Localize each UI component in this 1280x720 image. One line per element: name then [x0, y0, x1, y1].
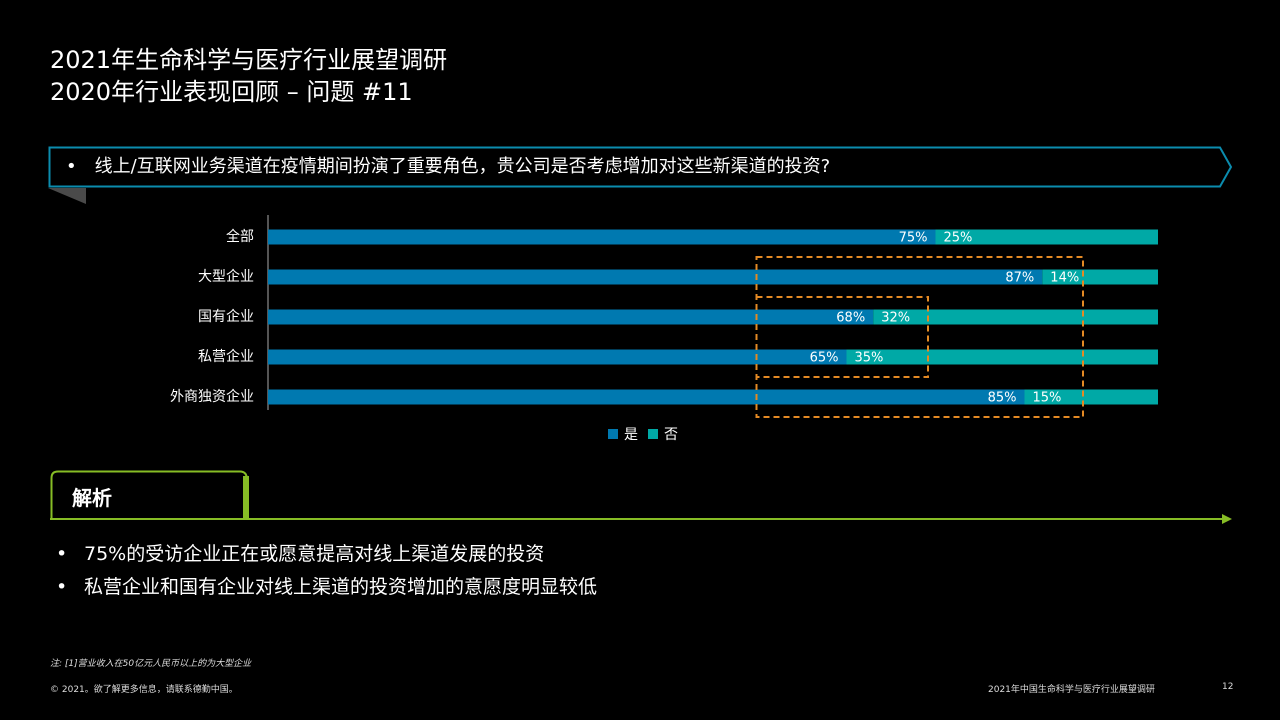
data-label-no: 25% [944, 231, 973, 246]
analysis-point-2: • 私营企业和国有企业对线上渠道的投资增加的意愿度明显较低 [56, 571, 597, 604]
data-label-no: 14% [1050, 271, 1079, 286]
category-label: 国有企业 [198, 308, 254, 325]
bar-yes [268, 229, 936, 245]
legend-label-no: 否 [664, 427, 678, 443]
corner-shadow [48, 188, 86, 204]
analysis-divider [50, 514, 1232, 524]
bullet-dot: • [56, 543, 68, 565]
title-line-2: 2020年行业表现回顾 – 问题 #11 [50, 78, 413, 106]
report-name: 2021年中国生命科学与医疗行业展望调研 [988, 685, 1155, 695]
data-label-no: 32% [881, 311, 910, 326]
analysis-point-text: 私营企业和国有企业对线上渠道的投资增加的意愿度明显较低 [84, 576, 598, 598]
data-label-yes: 75% [899, 231, 928, 246]
category-label: 大型企业 [198, 268, 254, 285]
question-box: • 线上/互联网业务渠道在疫情期间扮演了重要角色，贵公司是否考虑增加对这些新渠道的… [48, 146, 1238, 204]
question-bullet: • [66, 156, 77, 177]
data-label-yes: 68% [836, 311, 865, 326]
data-label-no: 35% [855, 351, 884, 366]
bar-yes [268, 309, 874, 325]
bar-no [846, 349, 1158, 365]
analysis-tab: 解析 [50, 470, 250, 520]
page-number: 12 [1222, 682, 1234, 692]
analysis-tab-frame [50, 470, 249, 520]
analysis-label: 解析 [72, 486, 112, 510]
bar-no [935, 229, 1158, 245]
bar-no [1042, 269, 1158, 285]
question-label: 线上/互联网业务渠道在疫情期间扮演了重要角色，贵公司是否考虑增加对这些新渠道的投… [94, 156, 831, 177]
category-label: 外商独资企业 [170, 388, 254, 405]
page-title: 2021年生命科学与医疗行业展望调研 2020年行业表现回顾 – 问题 #11 [50, 44, 447, 108]
question-frame [48, 146, 1233, 204]
analysis-point-1: • 75%的受访企业正在或愿意提高对线上渠道发展的投资 [56, 538, 597, 571]
bar-yes [268, 389, 1025, 405]
title-line-1: 2021年生命科学与医疗行业展望调研 [50, 46, 448, 74]
bar-no [1024, 389, 1158, 405]
bullet-dot: • [56, 576, 68, 598]
category-label: 私营企业 [198, 348, 254, 365]
highlight-box [755, 256, 1084, 418]
question-text: • 线上/互联网业务渠道在疫情期间扮演了重要角色，贵公司是否考虑增加对这些新渠道的… [66, 146, 830, 188]
copyright: © 2021。欲了解更多信息，请联系德勤中国。 [50, 685, 238, 695]
legend-swatch-no [648, 429, 658, 439]
data-label-no: 15% [1033, 391, 1062, 406]
chart-legend: 是 否 [608, 424, 678, 444]
footnote: 注: [1]营业收入在50亿元人民币以上的为大型企业 [50, 659, 252, 669]
data-label-yes: 65% [810, 351, 839, 366]
highlight-box [755, 296, 929, 378]
legend-swatch-yes [608, 429, 618, 439]
bar-yes [268, 269, 1043, 285]
analysis-point-text: 75%的受访企业正在或愿意提高对线上渠道发展的投资 [84, 543, 545, 565]
analysis-points: • 75%的受访企业正在或愿意提高对线上渠道发展的投资 • 私营企业和国有企业对… [56, 538, 597, 604]
category-label: 全部 [226, 228, 254, 245]
arrow-head-icon [1222, 514, 1232, 524]
data-label-yes: 85% [988, 391, 1017, 406]
bar-no [873, 309, 1158, 325]
stacked-bar-chart: 全部 75% 25% 大型企业 87% 14% 国有企业 68% 32% 私营企业 65% 35% 外商… [170, 215, 1158, 418]
bar-yes [268, 349, 847, 365]
data-label-yes: 87% [1005, 271, 1034, 286]
legend-label-yes: 是 [624, 427, 638, 443]
